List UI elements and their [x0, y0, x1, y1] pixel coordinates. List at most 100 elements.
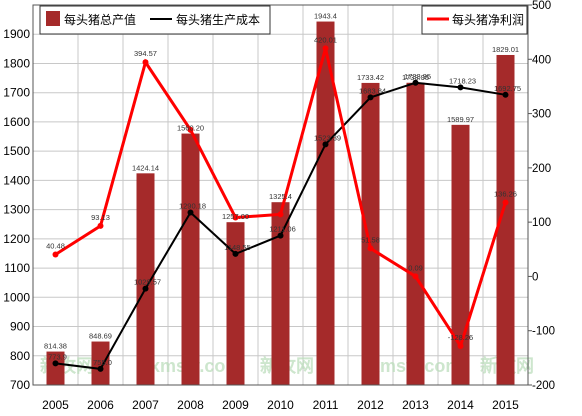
- bar-label: 1560.20: [177, 124, 204, 133]
- bar: [46, 351, 65, 385]
- bar: [406, 82, 425, 385]
- y-right-tick-label: 100: [532, 217, 551, 229]
- profit-point: [187, 126, 194, 133]
- y-left-tick-label: 1900: [3, 27, 30, 41]
- x-tick-label: 2006: [87, 398, 114, 412]
- y-left-tick-label: 1400: [3, 173, 30, 187]
- legend-bar-swatch: [46, 11, 60, 26]
- bar-label: 1589.97: [447, 115, 474, 124]
- y-left-tick-label: 1100: [4, 261, 30, 275]
- bar-label: 1733.42: [357, 73, 384, 82]
- y-right-tick-label: 500: [532, 0, 551, 12]
- profit-label: 394.57: [134, 49, 157, 58]
- profit-point: [367, 245, 374, 252]
- profit-label: 40.48: [46, 241, 65, 250]
- profit-label: 51.58: [361, 235, 380, 244]
- cost-label: 755.0: [93, 358, 112, 367]
- y-left-tick-label: 1600: [3, 115, 30, 129]
- profit-point: [457, 343, 464, 350]
- cost-point: [502, 91, 509, 98]
- cost-label: 1290.18: [179, 201, 206, 210]
- profit-point: [97, 222, 104, 229]
- bar-label: 1257.00: [222, 212, 249, 221]
- y-left-tick-label: 1800: [3, 56, 30, 70]
- cost-label: 1523.39: [314, 133, 341, 142]
- legends: 每头猪总产值 每头猪生产成本 每头猪净利润: [39, 5, 528, 35]
- legend-bar-label: 每头猪总产值: [64, 12, 136, 27]
- cost-label: 1029.57: [134, 278, 161, 287]
- profit-label: 420.01: [314, 35, 337, 44]
- profit-label: 136.26: [494, 189, 517, 198]
- cost-label: 773.9: [48, 352, 67, 361]
- y-right-tick-label: -200: [532, 380, 555, 392]
- bar: [136, 173, 155, 385]
- x-tick-label: 2005: [42, 398, 69, 412]
- profit-point: [277, 211, 284, 218]
- x-tick-label: 2015: [492, 398, 519, 412]
- cost-label: 1211.06: [269, 225, 296, 234]
- data-labels: 814.38 848.69 1424.14 1560.20 1257.00 1325.4 1…: [44, 12, 521, 367]
- bar: [271, 202, 290, 385]
- profit-label: -128.26: [448, 333, 473, 342]
- cost-point: [232, 250, 239, 257]
- bar-label: 1424.14: [132, 163, 159, 172]
- y-right-tick-label: 400: [532, 54, 551, 66]
- y-left-tick-label: 1300: [3, 203, 30, 217]
- bar-label: 1325.4: [269, 192, 292, 201]
- cost-point: [322, 141, 329, 148]
- cost-point: [457, 84, 464, 91]
- y-left-tick-label: 1500: [3, 144, 30, 158]
- y-right-tick-label: 300: [532, 109, 551, 121]
- line-series: [52, 45, 509, 372]
- x-tick-label: 2011: [313, 398, 339, 412]
- y-left-tick-label: 800: [10, 349, 30, 363]
- profit-point: [52, 251, 59, 258]
- cost-point: [187, 209, 194, 216]
- cost-label: 1718.23: [449, 76, 476, 85]
- profit-point: [142, 59, 149, 66]
- profit-point: [322, 45, 329, 52]
- bar: [451, 124, 470, 385]
- legend-cost-label: 每头猪生产成本: [176, 12, 260, 27]
- cost-point: [97, 365, 104, 372]
- y-left-tick-label: 1200: [3, 232, 30, 246]
- x-tick-label: 2012: [357, 398, 384, 412]
- bar: [316, 21, 335, 385]
- plot-frame: [32, 4, 529, 386]
- x-tick-label: 2013: [402, 398, 429, 412]
- y-right-tick-label: 0: [532, 271, 538, 283]
- x-tick-label: 2007: [132, 398, 159, 412]
- y-left-tick-label: 1000: [3, 290, 30, 304]
- cost-point: [367, 94, 374, 101]
- profit-label: 0.09: [408, 263, 423, 272]
- x-tick-label: 2008: [177, 398, 204, 412]
- y-left-tick-label: 700: [10, 378, 30, 392]
- x-tick-label: 2009: [222, 398, 249, 412]
- bar: [226, 222, 245, 385]
- cost-point: [142, 285, 149, 292]
- bar-series: [46, 21, 515, 386]
- profit-point: [502, 199, 509, 206]
- cost-point: [52, 360, 59, 367]
- axes: 7008009001000110012001300140015001600170…: [3, 0, 555, 412]
- bar: [496, 54, 515, 386]
- bar-label: 814.38: [44, 342, 67, 351]
- x-tick-label: 2014: [447, 398, 474, 412]
- bar-label: 1943.4: [314, 12, 337, 21]
- bar-label: 1829.01: [492, 45, 519, 54]
- bar: [91, 341, 110, 385]
- y-left-tick-label: 1700: [3, 86, 30, 100]
- profit-point: [412, 273, 419, 280]
- bar-label: 848.69: [89, 332, 112, 341]
- cost-label: 1683.84: [359, 86, 386, 95]
- cost-point: [412, 79, 419, 86]
- profit-point: [232, 214, 239, 221]
- y-right-tick-label: -100: [532, 326, 555, 338]
- bar: [181, 133, 200, 385]
- bar: [361, 82, 380, 385]
- y-left-tick-label: 900: [10, 320, 30, 334]
- cost-point: [277, 232, 284, 239]
- bar-label: 1733.95: [402, 73, 429, 82]
